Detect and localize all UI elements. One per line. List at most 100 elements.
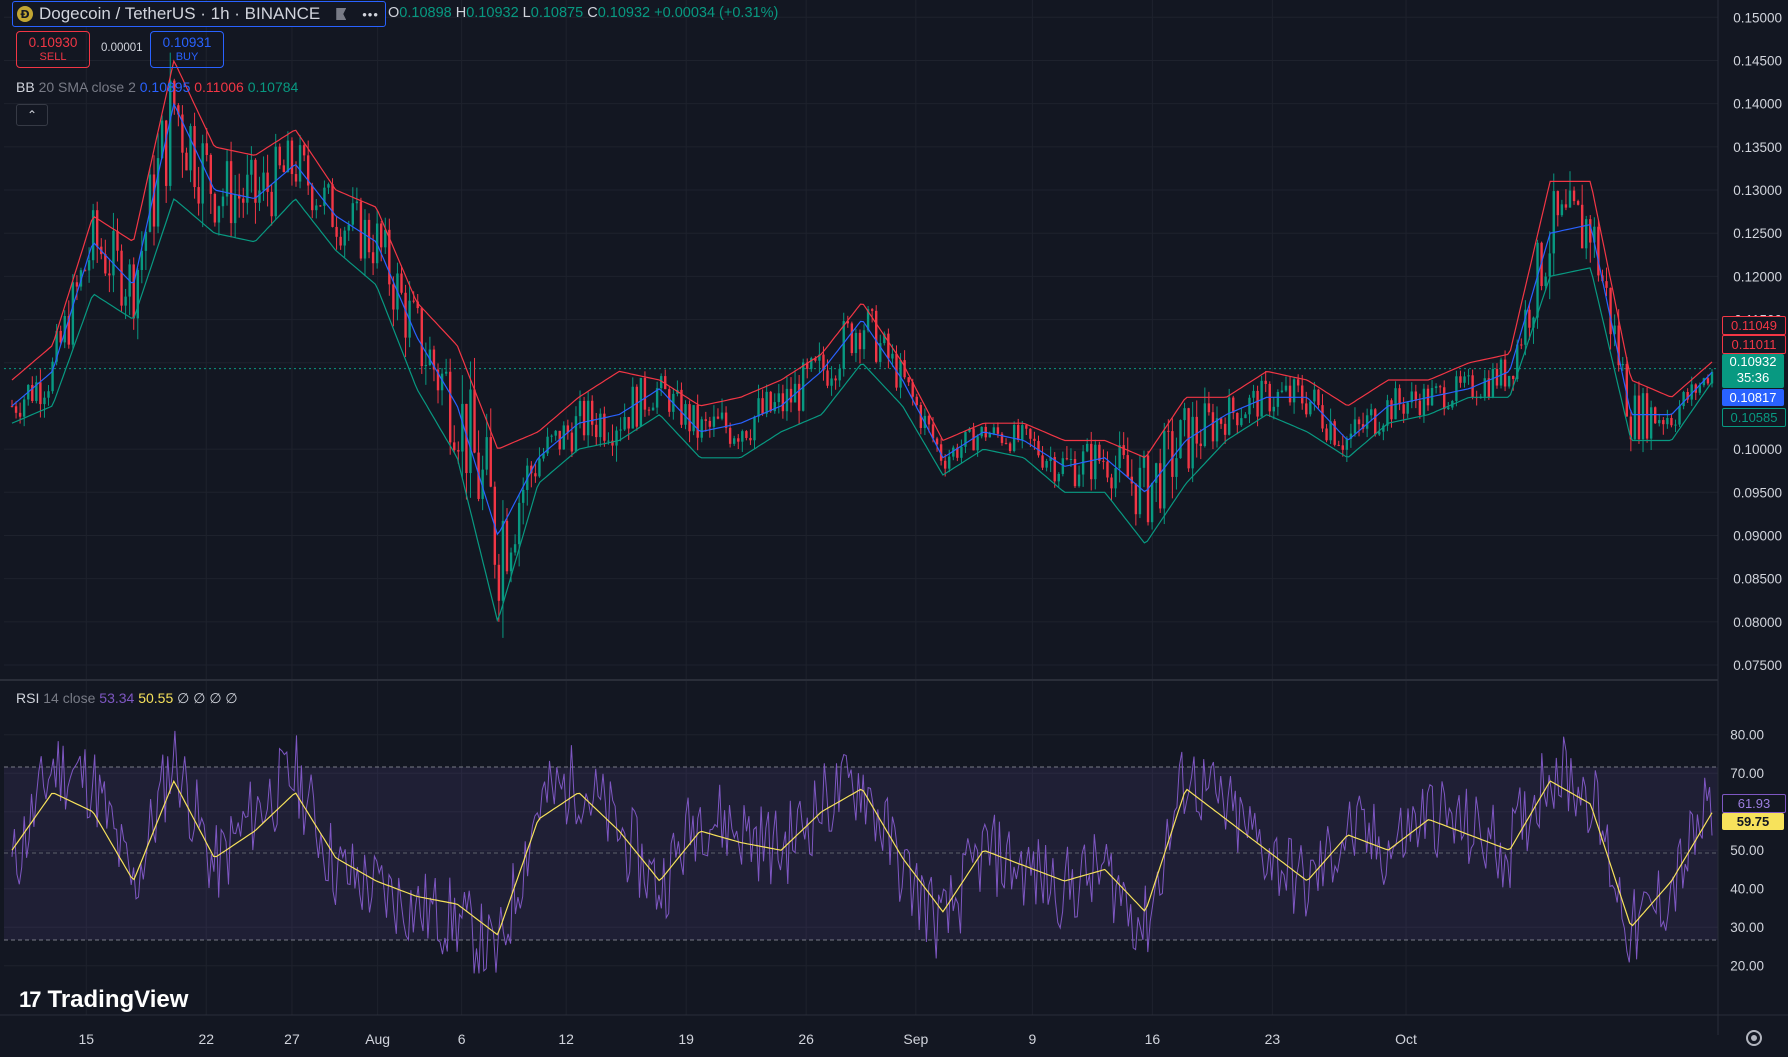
candle-body — [1118, 445, 1121, 469]
candle-body — [213, 193, 217, 223]
candle-body — [1276, 391, 1280, 407]
candle-body — [148, 174, 152, 232]
tradingview-logo-icon: 17 — [19, 987, 42, 1012]
more-options-icon[interactable]: ••• — [362, 6, 379, 22]
rsi-legend[interactable]: RSI 14 close 53.34 50.55 ∅ ∅ ∅ ∅ — [16, 690, 238, 707]
candle-body — [1191, 416, 1194, 469]
candle-body — [781, 393, 785, 412]
candle-body — [745, 431, 748, 438]
candle-body — [1361, 424, 1365, 429]
buy-price: 0.10931 — [162, 35, 212, 50]
candle-body — [1045, 460, 1048, 468]
candle-body — [96, 210, 99, 247]
candle-body — [870, 309, 874, 311]
candle-body — [469, 389, 472, 474]
candle-body — [668, 389, 671, 412]
candle-body — [741, 431, 744, 442]
bb-legend[interactable]: BB 20 SMA close 2 0.10895 0.11006 0.1078… — [16, 79, 298, 95]
candle-body — [846, 321, 849, 324]
candle-body — [692, 405, 695, 432]
candle-body — [1061, 458, 1065, 474]
candle-body — [1138, 467, 1142, 515]
buy-label: BUY — [175, 51, 199, 63]
candle-body — [1369, 409, 1373, 416]
candle-body — [67, 315, 71, 345]
candle-body — [225, 161, 229, 197]
candle-body — [14, 406, 18, 413]
candle-body — [242, 198, 245, 203]
candle-body — [1292, 379, 1296, 403]
candle-body — [221, 196, 225, 207]
candle-body — [1264, 380, 1267, 384]
candle-body — [339, 236, 342, 246]
candle-body — [574, 416, 578, 452]
candle-body — [1394, 388, 1397, 420]
candle-body — [298, 145, 302, 182]
candle-body — [570, 432, 574, 452]
bb-params: 20 SMA close 2 — [38, 79, 136, 95]
doge-coin-icon: Ð — [17, 6, 33, 22]
candle-body — [1280, 390, 1284, 392]
candle-body — [1301, 385, 1304, 404]
candle-body — [530, 465, 533, 474]
candle-body — [1357, 419, 1361, 425]
candle-body — [522, 489, 525, 503]
rsi-tick-label: 20.00 — [1730, 959, 1764, 974]
candle-body — [1633, 395, 1637, 440]
candle-body — [887, 333, 890, 359]
candle-body — [939, 444, 943, 461]
candle-body — [481, 469, 484, 499]
candle-body — [1702, 378, 1706, 386]
tradingview-logo[interactable]: 17 TradingView — [19, 986, 188, 1014]
candle-body — [1049, 457, 1052, 461]
candle-body — [615, 430, 618, 446]
candle-body — [623, 417, 626, 430]
candle-body — [1296, 379, 1300, 386]
flag-icon[interactable] — [336, 8, 347, 20]
candle-body — [1349, 433, 1353, 439]
candle-body — [31, 384, 34, 401]
settings-icon[interactable] — [1746, 1030, 1762, 1046]
rsi-ma-value: 50.55 — [138, 690, 174, 706]
candle-body — [217, 206, 221, 223]
time-tick-label: 26 — [798, 1031, 814, 1047]
symbol-title[interactable]: Ð Dogecoin / TetherUS · 1h · BINANCE ••• — [12, 1, 386, 27]
candle-body — [684, 404, 687, 425]
candle-body — [380, 223, 383, 248]
candle-body — [505, 520, 509, 572]
candle-body — [891, 353, 894, 359]
candle-body — [509, 552, 513, 572]
sell-button[interactable]: 0.10930 SELL — [16, 31, 90, 68]
candle-body — [1491, 368, 1495, 397]
candle-body — [562, 425, 565, 450]
candle-body — [1069, 459, 1073, 461]
sell-label: SELL — [39, 51, 67, 63]
candle-body — [1499, 359, 1503, 386]
bb-basis-value: 0.10895 — [139, 79, 191, 95]
candle-body — [1244, 414, 1247, 419]
candle-body — [1410, 391, 1413, 403]
candle-body — [1658, 420, 1661, 424]
candle-body — [448, 371, 452, 443]
candle-body — [116, 230, 119, 251]
candle-body — [1382, 425, 1385, 432]
candle-body — [578, 400, 582, 417]
candle-body — [1341, 445, 1344, 450]
candle-body — [1057, 473, 1060, 482]
candle-body — [785, 388, 789, 412]
candle-body — [91, 210, 95, 261]
candle-body — [732, 438, 736, 444]
candle-body — [566, 425, 570, 433]
candle-body — [359, 201, 363, 259]
collapse-legend-button[interactable]: ⌃ — [16, 104, 48, 126]
candle-body — [834, 378, 837, 381]
candle-body — [282, 165, 286, 173]
bb-lower-value: 0.10784 — [247, 79, 299, 95]
candle-body — [47, 391, 50, 398]
candle-body — [1313, 389, 1316, 402]
buy-button[interactable]: 0.10931 BUY — [150, 31, 224, 68]
candle-body — [485, 437, 488, 470]
time-tick-label: 12 — [558, 1031, 574, 1047]
candle-body — [1556, 191, 1560, 216]
